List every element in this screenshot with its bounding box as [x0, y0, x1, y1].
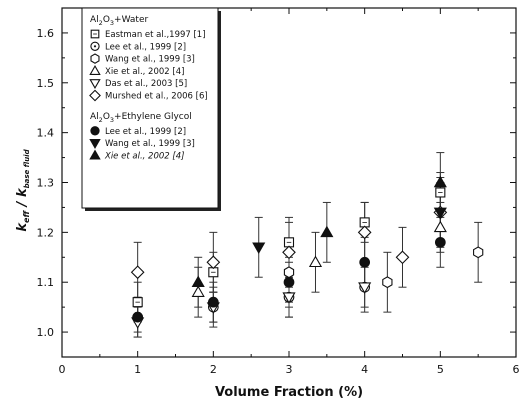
y-tick-label: 1.2	[37, 226, 55, 239]
legend-marker	[89, 65, 101, 76]
legend-marker	[90, 53, 100, 64]
data-point-g0-s3	[191, 285, 205, 297]
y-axis-title-sep: / k	[15, 187, 30, 211]
data-point-g1-s0	[207, 296, 219, 308]
legend-heading-part: O	[103, 112, 110, 122]
legend-heading-part: +Ethylene Glycol	[114, 112, 192, 122]
data-point-g0-s5	[395, 250, 410, 265]
data-point-g0-s2	[473, 246, 484, 259]
x-tick-label: 5	[437, 363, 444, 376]
data-point-g1-s2	[320, 225, 334, 238]
data-point-g1-s0	[359, 256, 371, 268]
y-tick-label: 1.1	[37, 276, 55, 289]
data-point-g0-s4	[358, 282, 372, 294]
legend-label: Das et al., 2003 [5]	[105, 79, 187, 89]
y-tick-label: 1.4	[37, 127, 55, 140]
legend-heading-part: 3	[110, 116, 114, 124]
legend-heading-part: +Water	[114, 15, 148, 25]
x-tick-label: 0	[59, 363, 66, 376]
legend-label: Lee et al., 1999 [2]	[105, 127, 186, 137]
y-tick-label: 1.3	[37, 177, 55, 190]
x-tick-label: 6	[513, 363, 520, 376]
y-tick-label: 1.5	[37, 77, 55, 90]
data-point-g0-s2	[283, 266, 295, 279]
data-point-g0-s5	[282, 245, 296, 260]
legend-marker	[89, 138, 101, 149]
legend-label: Murshed et al., 2006 [6]	[105, 92, 208, 102]
legend-label: Wang et al., 1999 [3]	[105, 55, 195, 65]
legend-heading-part: Al	[90, 112, 99, 122]
y-tick-label: 1.0	[37, 326, 55, 339]
data-point-g0-s5	[206, 255, 221, 270]
x-tick-label: 1	[134, 363, 141, 376]
legend-marker	[89, 79, 101, 90]
data-point-g0-s5	[357, 225, 372, 240]
data-point-g0-s4	[282, 292, 296, 304]
legend-heading: Al2O3+Water	[90, 15, 148, 27]
legend-heading-part: 2	[99, 19, 103, 27]
legend-marker	[90, 126, 100, 136]
x-axis-title: Volume Fraction (%)	[215, 385, 363, 400]
legend-box	[81, 7, 219, 209]
data-points	[130, 175, 484, 329]
data-point-g0-s3	[433, 220, 447, 233]
data-point-g1-s0	[434, 236, 446, 248]
legend-label: Lee et al., 1999 [2]	[105, 42, 186, 52]
x-tick-label: 2	[210, 363, 217, 376]
legend-label: Wang et al., 1999 [3]	[105, 139, 195, 149]
legend-marker	[89, 149, 101, 160]
data-point-g0-s5	[130, 265, 145, 280]
data-point-g1-s1	[252, 242, 266, 255]
y-axis-title-sub1: eff	[22, 210, 31, 223]
legend-heading: Al2O3+Ethylene Glycol	[90, 112, 192, 124]
axes: 0 1 2 3 4 5 61.01.11.21.31.41.51.6	[37, 7, 520, 376]
data-point-g1-s2	[433, 175, 447, 188]
legend-label: Eastman et al.,1997 [1]	[105, 30, 206, 40]
data-point-g1-s1	[433, 207, 447, 220]
legend-marker	[89, 89, 101, 102]
data-point-g1-s0	[132, 311, 144, 323]
data-point-g0-s3	[308, 255, 323, 268]
legend-heading-part: 3	[110, 19, 114, 27]
legend-heading-part: O	[103, 15, 110, 25]
y-axis-title: keff / kbase fluid	[15, 148, 31, 231]
data-point-g1-s2	[191, 275, 205, 287]
y-tick-label: 1.6	[37, 27, 55, 40]
y-axis-title-main: k	[15, 222, 30, 232]
y-axis-title-sub2: base fluid	[23, 148, 31, 188]
legend-heading-part: 2	[99, 116, 103, 124]
data-point-g0-s2	[382, 276, 393, 289]
x-tick-label: 3	[286, 363, 293, 376]
legend-label: Xie et al., 2002 [4]	[105, 67, 184, 77]
x-tick-label: 4	[361, 363, 368, 376]
legend-heading-part: Al	[90, 15, 99, 25]
legend-label: Xie et al., 2002 [4]	[104, 151, 184, 161]
data-point-g1-s0	[283, 276, 295, 288]
legend-marker-center	[93, 45, 97, 48]
